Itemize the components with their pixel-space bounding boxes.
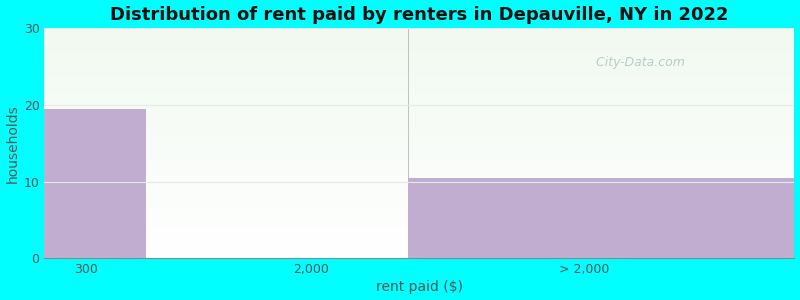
Title: Distribution of rent paid by renters in Depauville, NY in 2022: Distribution of rent paid by renters in … bbox=[110, 6, 729, 24]
Text: City-Data.com: City-Data.com bbox=[592, 56, 685, 69]
Y-axis label: households: households bbox=[6, 104, 19, 182]
X-axis label: rent paid ($): rent paid ($) bbox=[376, 280, 463, 294]
Bar bbox=[45, 109, 146, 258]
Bar bbox=[408, 178, 794, 258]
